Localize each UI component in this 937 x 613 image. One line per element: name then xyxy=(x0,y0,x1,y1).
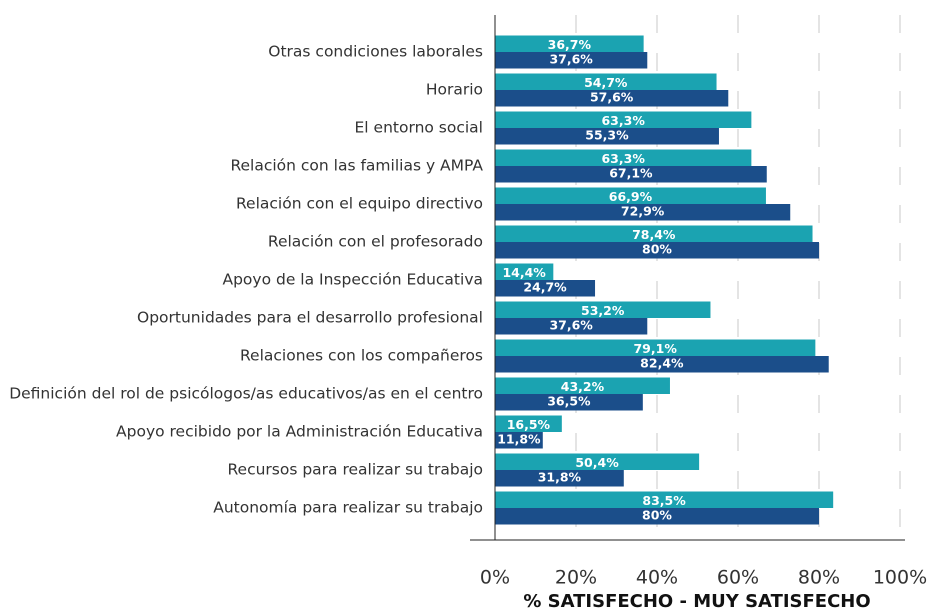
bar xyxy=(495,225,813,242)
bar xyxy=(495,166,767,183)
bar xyxy=(495,52,648,69)
bar xyxy=(495,263,554,280)
data-label: 36,7% xyxy=(548,37,592,52)
bar xyxy=(495,377,670,394)
data-label: 63,3% xyxy=(601,151,645,166)
bar xyxy=(495,415,562,432)
x-tick-label: 0% xyxy=(480,567,510,589)
data-label: 54,7% xyxy=(584,75,628,90)
data-label: 79,1% xyxy=(633,341,677,356)
data-label: 50,4% xyxy=(575,455,619,470)
bar xyxy=(495,149,752,166)
bar xyxy=(495,394,643,411)
x-tick-label: 20% xyxy=(555,567,597,589)
y-tick-label: El entorno social xyxy=(355,119,483,137)
bar xyxy=(495,187,766,204)
x-tick-label: 100% xyxy=(873,567,927,589)
bar xyxy=(495,35,644,52)
data-label: 16,5% xyxy=(507,417,551,432)
data-label: 37,6% xyxy=(549,318,593,333)
x-tick-label: 60% xyxy=(717,567,759,589)
bar xyxy=(495,128,719,145)
y-tick-label: Autonomía para realizar su trabajo xyxy=(213,499,483,517)
y-tick-label: Recursos para realizar su trabajo xyxy=(227,461,483,479)
data-label: 80% xyxy=(642,508,672,523)
y-tick-label: Horario xyxy=(426,81,483,99)
data-label: 67,1% xyxy=(609,166,653,181)
bar xyxy=(495,301,711,318)
y-tick-label: Relación con el equipo directivo xyxy=(236,195,483,213)
data-label: 57,6% xyxy=(590,90,634,105)
data-label: 14,4% xyxy=(502,265,546,280)
bar xyxy=(495,73,717,90)
bar xyxy=(495,470,624,487)
data-label: 72,9% xyxy=(621,204,665,219)
bar xyxy=(495,90,729,107)
bar xyxy=(495,318,648,335)
x-tick-label: 80% xyxy=(798,567,840,589)
bar xyxy=(495,508,819,525)
bar xyxy=(495,491,834,508)
bar xyxy=(495,356,829,373)
data-label: 37,6% xyxy=(549,52,593,67)
bar xyxy=(495,280,596,297)
y-tick-label: Relación con el profesorado xyxy=(268,233,483,251)
y-tick-label: Apoyo de la Inspección Educativa xyxy=(222,271,483,289)
x-tick-label: 40% xyxy=(636,567,678,589)
data-label: 63,3% xyxy=(601,113,645,128)
y-tick-label: Oportunidades para el desarrollo profesi… xyxy=(137,309,483,327)
bar xyxy=(495,111,752,128)
data-label: 55,3% xyxy=(585,128,629,143)
bar xyxy=(495,204,791,221)
bar xyxy=(495,432,543,449)
bar xyxy=(495,242,819,259)
data-label: 82,4% xyxy=(640,356,684,371)
y-tick-label: Apoyo recibido por la Administración Edu… xyxy=(116,423,483,441)
x-axis-title: % SATISFECHO - MUY SATISFECHO xyxy=(523,591,870,612)
data-label: 53,2% xyxy=(581,303,625,318)
y-tick-label: Relación con las familias y AMPA xyxy=(230,157,483,175)
y-tick-label: Otras condiciones laborales xyxy=(268,43,483,61)
data-label: 66,9% xyxy=(609,189,653,204)
y-tick-label: Relaciones con los compañeros xyxy=(240,347,483,365)
data-label: 31,8% xyxy=(538,470,582,485)
data-label: 43,2% xyxy=(561,379,605,394)
data-label: 11,8% xyxy=(497,432,541,447)
data-label: 80% xyxy=(642,242,672,257)
data-label: 36,5% xyxy=(547,394,591,409)
data-label: 83,5% xyxy=(642,493,686,508)
y-tick-label: Definición del rol de psicólogos/as educ… xyxy=(9,385,483,403)
bar xyxy=(495,453,700,470)
data-label: 24,7% xyxy=(523,280,567,295)
bar xyxy=(495,339,816,356)
data-label: 78,4% xyxy=(632,227,676,242)
